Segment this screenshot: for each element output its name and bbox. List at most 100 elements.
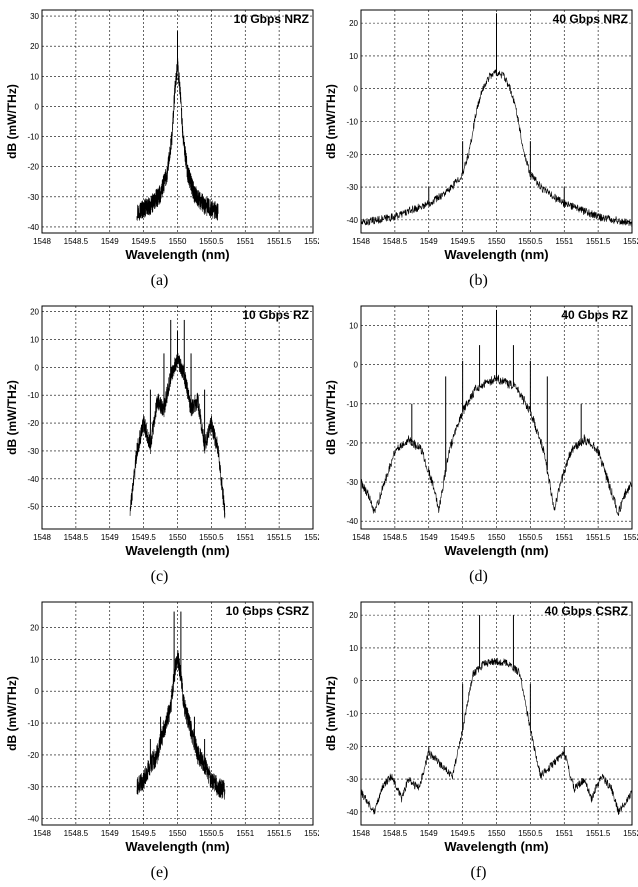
x-tick-label: 1548.5	[64, 829, 89, 838]
x-tick-label: 1551.5	[267, 533, 292, 542]
x-tick-label: 1548.5	[64, 237, 89, 246]
x-tick-label: 1548	[352, 237, 370, 246]
y-tick-label: -30	[27, 783, 39, 792]
plot-frame	[41, 305, 314, 530]
y-tick-label: -20	[346, 742, 358, 751]
y-tick-label: 0	[354, 361, 359, 370]
x-axis-label: Wavelength (nm)	[125, 247, 229, 262]
plot-frame	[360, 601, 633, 826]
series-line	[136, 650, 226, 800]
series-line	[136, 56, 219, 221]
chart-title: 10 Gbps NRZ	[234, 12, 309, 26]
y-axis-label: dB (mW/THz)	[5, 84, 19, 159]
panel-caption: (a)	[150, 272, 169, 289]
chart-panel-1: 1548 1548.5 1549 1549.5 1550 1550.5 1551 1551.5…	[0, 0, 319, 295]
y-axis-label: dB (mW/THz)	[324, 676, 338, 751]
panel-caption: (c)	[150, 568, 169, 585]
y-axis-label: dB (mW/THz)	[324, 380, 338, 455]
panel-caption: (e)	[150, 864, 169, 881]
y-tick-label: 0	[35, 102, 40, 111]
x-tick-label: 1551.5	[586, 829, 611, 838]
chart-panel-3: 1548 1548.5 1549 1549.5 1550 1550.5 1551 1551.5…	[0, 296, 319, 591]
chart-svg: 1548 1548.5 1549 1549.5 1550 1550.5 1551 1551.5…	[324, 9, 638, 262]
y-axis-label: dB (mW/THz)	[5, 380, 19, 455]
y-tick-label: -30	[346, 478, 358, 487]
x-tick-label: 1550.5	[199, 829, 224, 838]
chart-title: 40 Gbps CSRZ	[545, 604, 628, 618]
x-tick-label: 1549.5	[450, 237, 475, 246]
x-tick-label: 1548	[352, 829, 370, 838]
x-tick-label: 1550.5	[199, 237, 224, 246]
panel-caption: (b)	[469, 272, 488, 289]
y-tick-label: -30	[346, 183, 358, 192]
series-line	[361, 374, 632, 516]
x-tick-label: 1550	[488, 237, 506, 246]
chart-svg: 1548 1548.5 1549 1549.5 1550 1550.5 1551 1551.5…	[5, 9, 319, 262]
y-tick-label: -40	[27, 475, 39, 484]
y-tick-label: -40	[346, 216, 358, 225]
chart-panel-5: 1548 1548.5 1549 1549.5 1550 1550.5 1551 1551.5…	[0, 592, 319, 887]
chart-panel-4: 1548 1548.5 1549 1549.5 1550 1550.5 1551 1551.5…	[319, 296, 638, 591]
y-tick-label: 20	[349, 611, 358, 620]
x-tick-label: 1551	[236, 533, 254, 542]
y-tick-label: 20	[30, 42, 39, 51]
y-tick-label: -10	[27, 719, 39, 728]
y-tick-label: 0	[35, 363, 40, 372]
y-tick-label: 0	[35, 687, 40, 696]
y-tick-label: -40	[27, 223, 39, 232]
y-tick-label: 0	[354, 677, 359, 686]
x-tick-label: 1551.5	[586, 533, 611, 542]
chart-panel-6: 1548 1548.5 1549 1549.5 1550 1550.5 1551 1551.5…	[319, 592, 638, 887]
x-tick-label: 1551	[236, 829, 254, 838]
y-tick-label: 20	[30, 308, 39, 317]
y-tick-label: 10	[30, 335, 39, 344]
y-tick-label: -50	[27, 503, 39, 512]
panel-caption: (d)	[469, 568, 488, 585]
x-axis-label: Wavelength (nm)	[444, 247, 548, 262]
x-tick-label: 1549	[101, 237, 119, 246]
x-tick-label: 1551	[555, 533, 573, 542]
x-tick-label: 1550	[488, 533, 506, 542]
y-tick-label: -30	[27, 447, 39, 456]
x-tick-label: 1551	[236, 237, 254, 246]
x-tick-label: 1549	[420, 237, 438, 246]
x-tick-label: 1550	[169, 533, 187, 542]
chart-title: 40 Gbps NRZ	[553, 12, 628, 26]
x-tick-label: 1550	[169, 829, 187, 838]
x-tick-label: 1549	[420, 829, 438, 838]
x-tick-label: 1548.5	[383, 829, 408, 838]
y-tick-label: -10	[27, 391, 39, 400]
y-tick-label: 20	[349, 19, 358, 28]
y-tick-label: -30	[346, 775, 358, 784]
x-tick-label: 1550.5	[518, 533, 543, 542]
y-tick-label: -10	[346, 400, 358, 409]
y-axis-label: dB (mW/THz)	[5, 676, 19, 751]
y-tick-label: -20	[27, 163, 39, 172]
x-axis-label: Wavelength (nm)	[444, 839, 548, 854]
x-axis-label: Wavelength (nm)	[444, 543, 548, 558]
x-axis-label: Wavelength (nm)	[125, 839, 229, 854]
panel-caption: (f)	[470, 864, 487, 881]
chart-title: 10 Gbps RZ	[242, 308, 309, 322]
x-axis-label: Wavelength (nm)	[125, 543, 229, 558]
x-tick-label: 1549.5	[450, 533, 475, 542]
y-tick-label: 10	[349, 322, 358, 331]
x-tick-label: 1550.5	[518, 237, 543, 246]
y-tick-label: -20	[346, 439, 358, 448]
chart-svg: 1548 1548.5 1549 1549.5 1550 1550.5 1551 1551.5…	[324, 601, 638, 854]
chart-svg: 1548 1548.5 1549 1549.5 1550 1550.5 1551 1551.5…	[5, 601, 319, 854]
x-tick-label: 1550	[169, 237, 187, 246]
x-tick-label: 1551.5	[586, 237, 611, 246]
y-tick-label: 10	[30, 72, 39, 81]
plot-frame	[41, 601, 314, 826]
x-tick-label: 1548.5	[383, 533, 408, 542]
y-tick-label: -40	[346, 808, 358, 817]
y-tick-label: 20	[30, 623, 39, 632]
y-tick-label: -10	[27, 133, 39, 142]
y-tick-label: 30	[30, 12, 39, 21]
